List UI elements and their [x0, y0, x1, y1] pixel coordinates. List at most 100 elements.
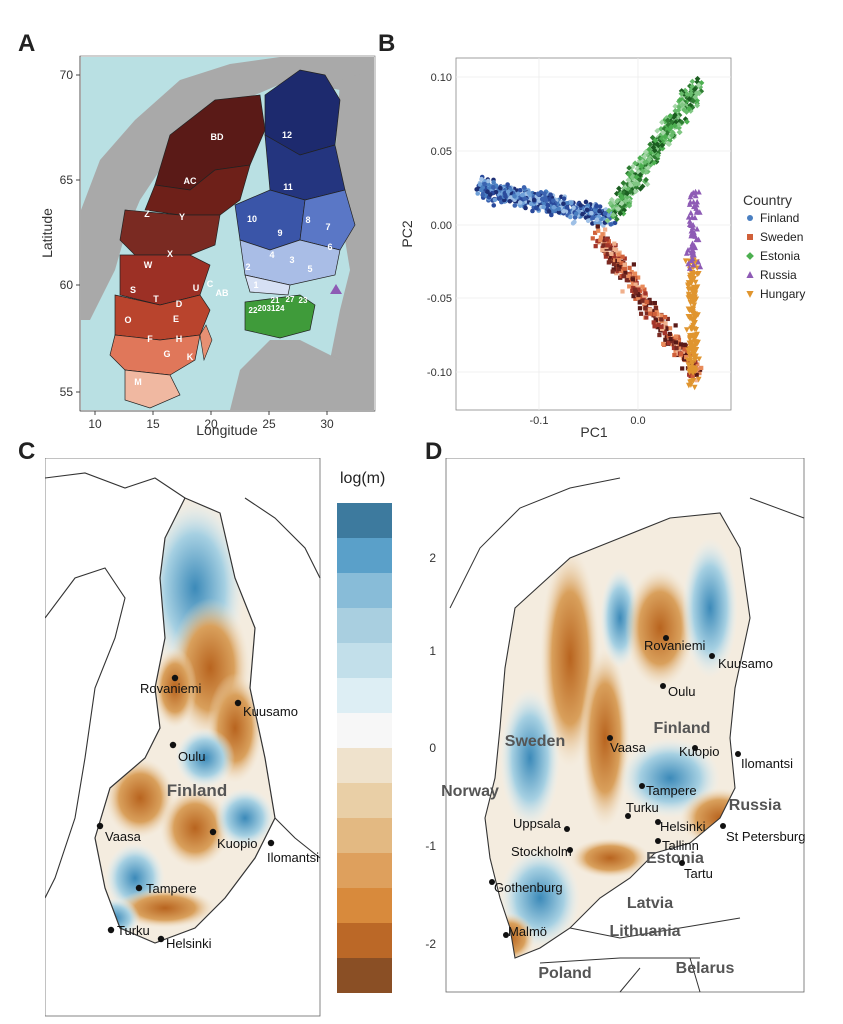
pc-point-hungary: [691, 355, 698, 362]
pc-point-finland: [549, 212, 554, 218]
pc-point-hungary: [687, 343, 694, 350]
pc-point-sweden: [630, 279, 636, 284]
pc-point-estonia: [659, 145, 666, 152]
pc-point-sweden: [600, 232, 605, 237]
pc-point-sweden: [672, 352, 677, 358]
pc-point-estonia: [691, 86, 698, 93]
pc-point-sweden: [672, 336, 677, 341]
pc-point-estonia: [683, 103, 690, 110]
pc-point-estonia: [687, 102, 694, 109]
pc-point-sweden: [595, 224, 600, 229]
pc-point-estonia: [658, 133, 664, 139]
panel-a-letter: A: [18, 30, 36, 57]
pc-point-sweden: [631, 283, 636, 288]
pc-point-sweden: [653, 317, 658, 322]
pc-point-estonia: [672, 108, 679, 114]
panel-b-points: [474, 75, 705, 391]
sweden-region-label: G: [163, 349, 170, 359]
pc-point-russia: [686, 218, 693, 224]
baltic-borders: [449, 477, 805, 993]
pc-point-sweden: [684, 355, 689, 360]
panel-b-grid: [456, 58, 731, 410]
legend-marker: [746, 252, 754, 260]
pc-point-estonia: [646, 146, 653, 153]
panel-b-ytick-label: -0.05: [427, 293, 452, 305]
panel-a-ytick-label: 65: [60, 173, 74, 187]
legend-label-sweden: Sweden: [760, 230, 803, 244]
pc-point-russia: [695, 258, 702, 265]
pc-point-estonia: [618, 200, 625, 207]
pc-point-sweden: [695, 362, 700, 367]
pc-point-estonia: [687, 92, 693, 99]
pc-point-estonia: [637, 172, 644, 178]
pc-point-estonia: [678, 90, 685, 97]
pc-point-sweden: [608, 257, 613, 262]
pc-point-finland: [545, 202, 551, 208]
pc-point-finland: [594, 203, 599, 209]
panel-b-pca: -0.1 0.0 0.10 0.05 0.00 -0.05 -0.10 PC1 PC2 C…: [399, 57, 805, 440]
pc-point-finland: [523, 205, 528, 211]
pc-point-estonia: [637, 177, 643, 183]
pc-point-sweden: [628, 275, 633, 280]
finland-region-label: 1: [253, 280, 258, 290]
sweden-region-label: M: [134, 377, 142, 387]
pc-point-sweden: [662, 331, 668, 336]
finland-region-label: 10: [247, 214, 257, 224]
pc-point-sweden: [682, 347, 687, 352]
legend-marker: [747, 215, 753, 221]
pc-point-finland: [515, 191, 521, 197]
pc-point-sweden: [636, 275, 641, 280]
city-label-tampere: Tampere: [146, 881, 197, 896]
city-label-turku: Turku: [626, 800, 659, 815]
panel-c-map: Finland Rovaniemi Kuusamo Oulu Vaasa Kuopio I…: [45, 458, 321, 1017]
pc-point-estonia: [686, 106, 693, 112]
pc-point-finland: [571, 205, 576, 211]
pc-point-finland: [546, 209, 552, 214]
city-label-kuusamo: Kuusamo: [243, 704, 298, 719]
pc-point-hungary: [685, 280, 692, 286]
sweden-region-label: AB: [216, 288, 229, 298]
pc-point-sweden: [654, 311, 660, 317]
pc-point-sweden: [679, 344, 684, 350]
pc-point-estonia: [626, 202, 633, 209]
panel-d-ytick-label: 0: [429, 741, 436, 755]
pc-point-estonia: [626, 198, 633, 205]
pc-point-sweden: [651, 320, 656, 325]
pc-point-finland: [491, 203, 497, 208]
pc-point-sweden: [632, 271, 638, 276]
colorbar-bin: [337, 958, 392, 993]
colorbar-bin: [337, 713, 392, 748]
pc-point-estonia: [669, 129, 676, 136]
pc-point-russia: [692, 214, 698, 221]
pc-point-sweden: [644, 310, 649, 316]
pc-point-estonia: [672, 103, 679, 110]
country-label-lithuania: Lithuania: [609, 923, 680, 940]
pc-point-sweden: [653, 306, 658, 311]
colorbar-bin: [337, 923, 392, 958]
pc-point-russia: [693, 209, 700, 215]
panel-c-letter: C: [18, 438, 36, 465]
city-label-turku: Turku: [117, 923, 150, 938]
country-label-finland: Finland: [654, 720, 711, 737]
pc-point-estonia: [633, 174, 640, 180]
pc-point-estonia: [681, 107, 687, 113]
pc-point-sweden: [663, 337, 668, 342]
legend-marker: [747, 234, 753, 240]
pc-point-sweden: [616, 267, 621, 272]
pc-point-estonia: [689, 83, 696, 90]
pc-point-russia: [689, 251, 696, 258]
pc-point-finland: [585, 218, 591, 224]
pc-point-hungary: [691, 302, 698, 309]
pc-point-sweden: [595, 239, 600, 244]
russia-land: [330, 70, 374, 410]
colorbar-bin: [337, 818, 392, 853]
pc-point-sweden: [603, 227, 608, 232]
pc-point-sweden: [630, 277, 636, 282]
pc-point-sweden: [618, 269, 624, 274]
pc-point-finland: [526, 190, 532, 196]
city-marker: [96, 822, 104, 830]
city-label-malmö: Malmö: [508, 924, 547, 939]
city-marker: [564, 826, 570, 832]
pc-point-estonia: [684, 91, 690, 97]
pc-point-sweden: [652, 300, 657, 306]
